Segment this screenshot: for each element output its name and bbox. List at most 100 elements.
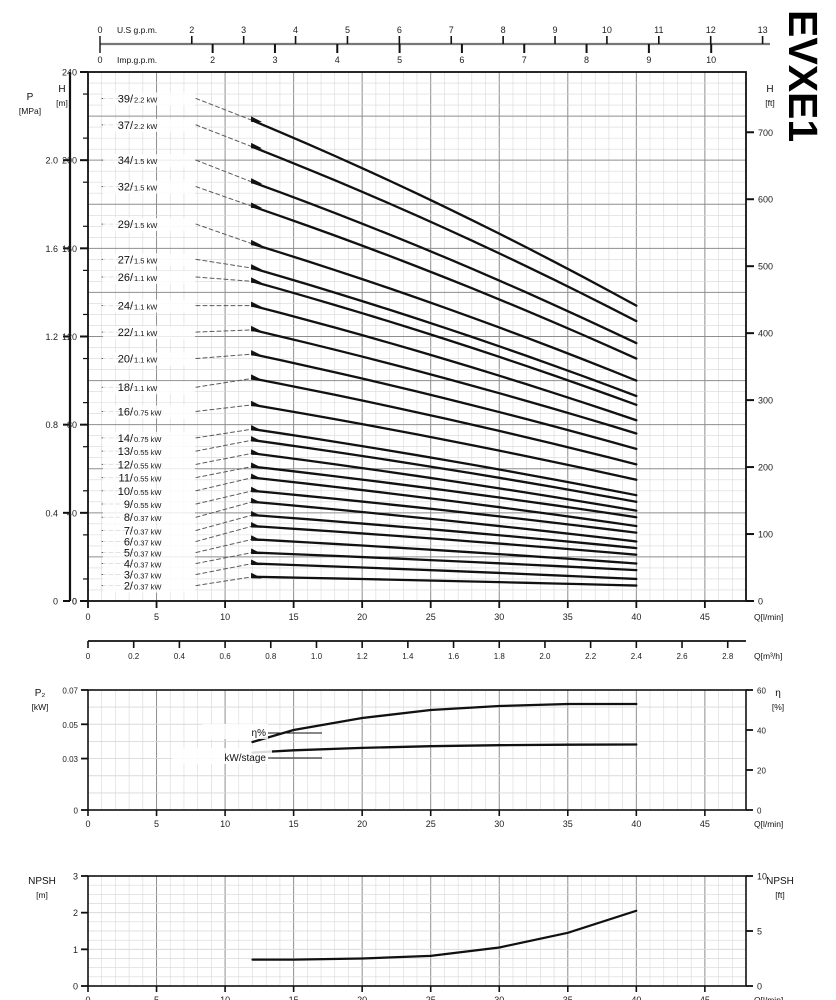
curve-power-rating: 1.1 kW — [134, 329, 158, 338]
curve-stage-count: 8/ — [124, 512, 134, 524]
curve-stage-count: 7/ — [124, 525, 134, 537]
head-right-tick-label: 700 — [758, 128, 773, 138]
m3h-tick-label: 1.8 — [494, 652, 506, 661]
curve-power-rating: 1.1 kW — [134, 384, 158, 393]
head-curve — [251, 427, 638, 497]
npsh-x-tick-label: 0 — [85, 995, 90, 1000]
imp-gpm-tick-label: 9 — [646, 55, 651, 65]
power-x-tick-label: 5 — [154, 819, 159, 829]
curve-stage-count: 2/ — [124, 581, 134, 593]
curve-label: 27/1.5 kW — [103, 253, 195, 267]
eta-annotation-label: η% — [252, 728, 267, 739]
npsh-left-title: NPSH — [28, 876, 56, 887]
npsh-x-axis-label: Q[l/min] — [754, 995, 783, 1000]
curve-leader-line — [195, 501, 253, 518]
power-right-tick-label: 60 — [757, 687, 766, 696]
curve-leader-line — [195, 353, 253, 360]
power-x-tick-label: 15 — [289, 819, 299, 829]
us-gpm-tick-label: 11 — [654, 25, 663, 35]
head-left-tick-label: 80 — [67, 420, 77, 430]
head-x-tick-label: 0 — [85, 612, 90, 622]
head-curve — [251, 551, 638, 572]
power-left-tick-label: 0 — [74, 807, 79, 816]
npsh-left-tick-label: 0 — [73, 982, 78, 992]
curve-label: 14/0.75 kW — [103, 431, 195, 445]
pressure-tick-label: 0.8 — [45, 420, 58, 430]
head-right-tick-label: 300 — [758, 396, 773, 406]
curve-leader-line — [195, 377, 253, 388]
curve-start-arrow — [251, 277, 262, 284]
curve-label-backdrop — [103, 579, 195, 593]
npsh-right-tick-label: 0 — [757, 982, 762, 992]
head-curve — [251, 145, 638, 323]
curve-power-rating: 0.37 kW — [134, 538, 162, 547]
m3h-tick-label: 2.8 — [722, 652, 734, 661]
power-x-tick-label: 25 — [426, 819, 436, 829]
curve-start-arrow — [251, 264, 262, 270]
us-gpm-tick-label: 4 — [293, 25, 298, 35]
curve-label-backdrop — [103, 405, 195, 419]
curve-stage-count: 20/ — [118, 354, 134, 366]
head-curve — [251, 524, 638, 556]
curve-power-rating: 0.55 kW — [134, 488, 162, 497]
eta-annotation-backdrop — [202, 724, 268, 739]
curve-label: 34/1.5 kW — [103, 154, 195, 168]
curve-leader-line — [195, 552, 253, 565]
power-left-unit: [kW] — [32, 702, 49, 712]
curve-start-arrow — [251, 462, 262, 469]
curve-label-backdrop — [103, 431, 195, 445]
m3h-tick-label: 1.2 — [357, 652, 369, 661]
curve-leader-line — [195, 538, 253, 554]
curve-leader-line — [195, 576, 253, 587]
npsh-right-title: NPSH — [766, 876, 794, 887]
curve-start-arrow — [251, 202, 262, 209]
curve-leader-line — [195, 276, 253, 282]
imp-gpm-tick-label: 7 — [522, 55, 527, 65]
head-right-unit: [ft] — [765, 98, 774, 108]
m3h-tick-label: 0.4 — [174, 652, 186, 661]
kw-annotation-label: kW/stage — [224, 753, 266, 764]
curve-stage-count: 26/ — [118, 272, 134, 284]
us-gpm-tick-label: 10 — [602, 25, 612, 35]
power-left-tick-label: 0.03 — [62, 755, 78, 764]
us-gpm-tick-label: 0 — [97, 25, 102, 35]
curve-label: 10/0.55 kW — [103, 484, 195, 498]
power-x-tick-label: 30 — [494, 819, 504, 829]
curve-power-rating: 0.37 kW — [134, 514, 162, 523]
head-curve — [251, 280, 638, 406]
curve-power-rating: 0.55 kW — [134, 475, 162, 484]
curve-label: 11/0.55 kW — [103, 471, 195, 485]
head-right-tick-label: 400 — [758, 329, 773, 339]
curve-power-rating: 0.75 kW — [134, 408, 162, 417]
curve-stage-count: 22/ — [118, 327, 134, 339]
power-right-tick-label: 0 — [757, 807, 762, 816]
efficiency-curve — [251, 702, 638, 744]
curve-label-backdrop — [103, 299, 195, 313]
curve-stage-count: 4/ — [124, 559, 134, 571]
npsh-x-tick-label: 35 — [563, 995, 573, 1000]
curve-start-arrow — [251, 572, 262, 579]
pressure-tick-label: 0 — [53, 597, 58, 607]
curve-label-backdrop — [103, 535, 195, 549]
head-curve — [251, 377, 638, 466]
power-left-title: P₂ — [35, 688, 46, 699]
curve-leader-line — [195, 514, 253, 531]
curve-label-backdrop — [103, 568, 195, 582]
head-curve — [251, 328, 638, 435]
curve-label-backdrop — [103, 326, 195, 340]
head-left-tick-label: 200 — [62, 156, 77, 166]
curve-power-rating: 0.55 kW — [134, 448, 162, 457]
curve-label-backdrop — [103, 484, 195, 498]
head-x-axis-label: Q[l/min] — [754, 612, 783, 622]
curve-leader-line — [195, 159, 253, 183]
power-right-title: η — [775, 688, 781, 699]
curve-label-backdrop — [103, 218, 195, 232]
curve-label-backdrop — [103, 498, 195, 512]
us-gpm-axis-label: U.S g.p.m. — [117, 25, 157, 35]
curve-power-rating: 2.2 kW — [134, 122, 158, 131]
m3h-tick-label: 1.6 — [448, 652, 460, 661]
curve-start-arrow — [251, 486, 262, 493]
curve-power-rating: 0.75 kW — [134, 435, 162, 444]
power-x-tick-label: 10 — [220, 819, 230, 829]
curve-label-backdrop — [103, 458, 195, 472]
